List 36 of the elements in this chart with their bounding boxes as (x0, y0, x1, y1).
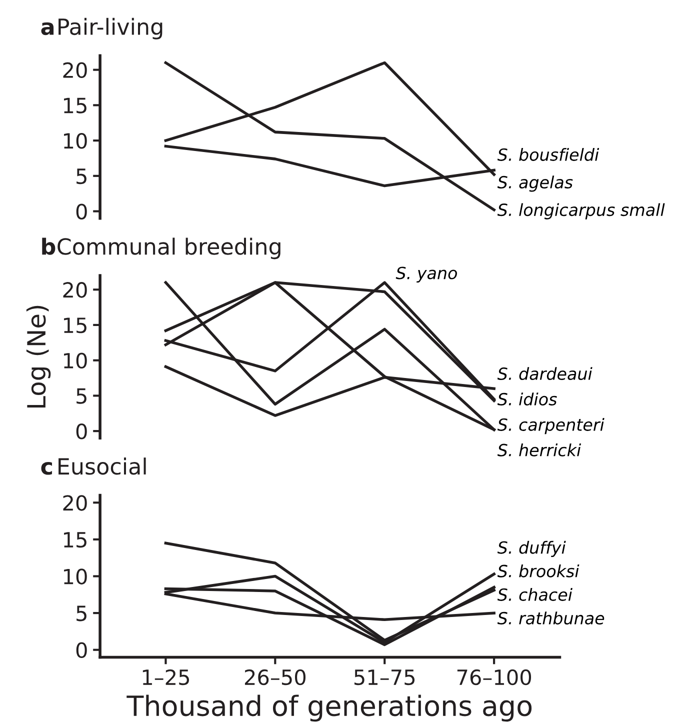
y-tick-label: 10 (64, 352, 87, 369)
annotation: S. yano (396, 266, 457, 283)
y-tick-label: 20 (63, 62, 87, 78)
annotation: S. duffyi (497, 540, 566, 558)
x-tick-label: 1–25 (142, 669, 189, 686)
annotation: S. longicarpus small (497, 203, 665, 220)
annotation: S. chacei (497, 588, 572, 601)
annotation: S. rathbunae (497, 612, 604, 624)
y-axis-title: Log (Ne) (26, 306, 51, 408)
y-tick-label: 10 (64, 568, 87, 584)
text: S. herricki (497, 444, 582, 456)
y-tick-label: 15 (64, 532, 86, 548)
x-tick-label: 51–75 (354, 670, 415, 686)
annotation: S. dardeaui (497, 367, 592, 380)
y-tick-label: 15 (64, 98, 86, 114)
annotation: S. idios (497, 392, 557, 406)
y-tick-label: 0 (76, 204, 87, 220)
x-tick-label: 76–100 (457, 669, 532, 686)
chart-title: c Eusocial (41, 458, 146, 475)
x-tick-label: 26–50 (244, 669, 306, 686)
y-tick-label: 15 (64, 318, 86, 334)
y-tick-label: 5 (76, 168, 86, 184)
y-tick-label: 5 (76, 388, 86, 404)
annotation: S. bousfieldi (497, 148, 600, 161)
annotation: S. carpenteri (497, 418, 604, 434)
y-tick-label: 5 (76, 606, 86, 622)
y-tick-label: 10 (64, 133, 87, 149)
chart-title: bCommunal breeding (42, 238, 280, 260)
y-tick-label: 0 (76, 642, 87, 658)
x-axis-title: Thousand of generations ago (126, 694, 532, 722)
chart-title: a Pair-living (41, 18, 162, 40)
y-tick-label: 20 (63, 282, 87, 298)
y-tick-label: 0 (76, 424, 87, 440)
annotation: S. brooksi (497, 564, 580, 578)
annotation: S. agelas (497, 176, 573, 192)
y-tick-label: 20 (63, 495, 87, 511)
